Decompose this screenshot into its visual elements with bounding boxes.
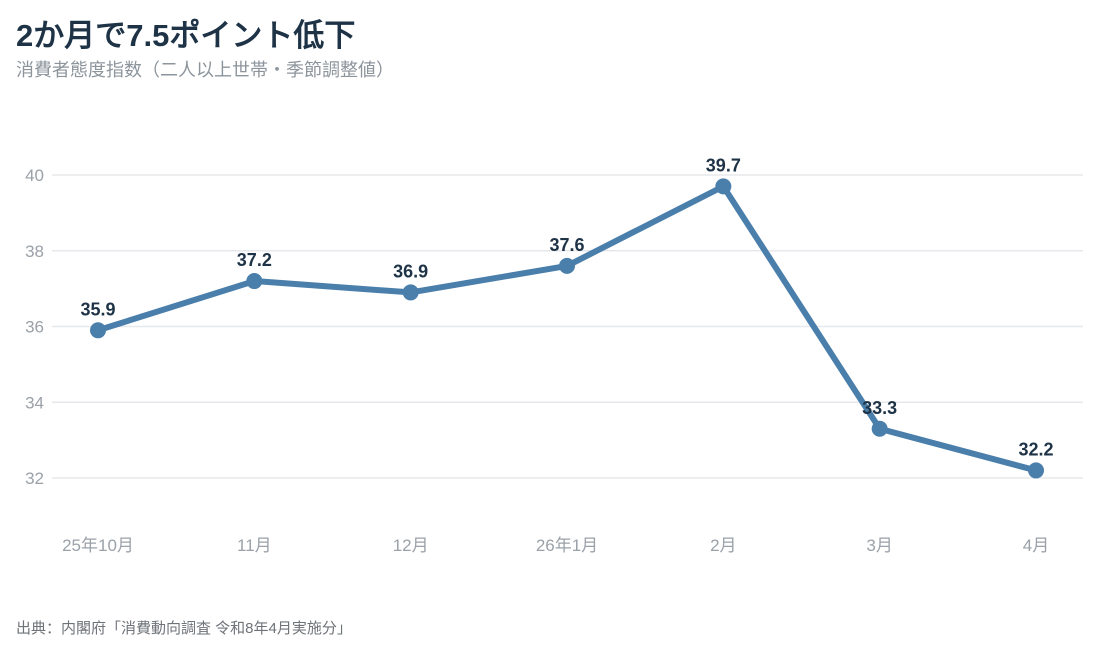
chart-subtitle: 消費者態度指数（二人以上世帯・季節調整値） (16, 60, 394, 80)
x-tick-label: 12月 (393, 536, 429, 555)
data-point (559, 257, 575, 274)
data-point (871, 420, 888, 437)
x-tick-label: 4月 (1023, 536, 1049, 555)
data-point (90, 322, 106, 339)
y-tick-label: 32 (25, 469, 44, 488)
chart-title: 2か月で7.5ポイント低下 (16, 18, 356, 53)
x-tick-label: 25年10月 (62, 536, 134, 555)
data-label: 37.2 (237, 250, 272, 270)
series-line (95, 183, 1039, 474)
y-tick-label: 36 (25, 318, 44, 337)
data-label: 32.2 (1018, 439, 1053, 459)
data-label: 35.9 (80, 299, 115, 319)
grid-lines (52, 174, 1083, 479)
x-tick-label: 26年1月 (536, 536, 598, 555)
data-label: 36.9 (393, 261, 428, 281)
x-axis-ticks: 25年10月 11月 12月 26年1月 2月 3月 4月 (62, 536, 1049, 555)
data-point (246, 273, 263, 290)
data-point (1028, 462, 1044, 479)
y-tick-label: 38 (25, 242, 44, 261)
source-note: 出典：内閣府「消費動向調査 令和8年4月実施分」 (16, 620, 352, 637)
data-label: 37.6 (549, 235, 584, 255)
x-tick-label: 2月 (710, 536, 736, 555)
data-points (90, 178, 1044, 479)
data-label: 33.3 (862, 398, 897, 418)
y-tick-label: 40 (25, 166, 44, 185)
y-axis-ticks: 32 34 36 38 40 (25, 166, 44, 488)
data-point (402, 284, 419, 301)
data-label: 39.7 (706, 155, 741, 175)
x-tick-label: 3月 (866, 536, 892, 555)
x-tick-label: 11月 (237, 536, 272, 555)
series-line-group (95, 183, 1039, 474)
data-point (715, 178, 732, 195)
data-labels: 35.9 37.2 36.9 37.6 39.7 33.3 32.2 (80, 155, 1053, 459)
y-tick-label: 34 (25, 393, 44, 412)
